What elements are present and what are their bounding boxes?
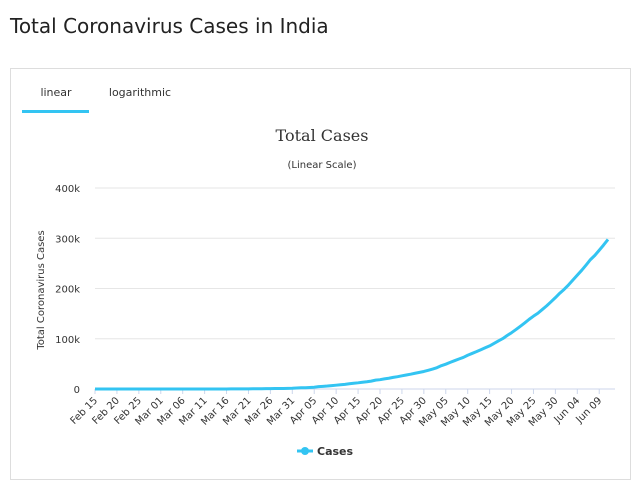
y-tick-label: 400k [55,184,80,195]
legend-marker [301,447,309,455]
y-tick-label: 0 [74,385,80,396]
page: Total Coronavirus Cases in India linear … [10,14,631,480]
chart-title: Total Cases [276,126,369,145]
y-tick-label: 300k [55,234,80,245]
chart-subtitle: (Linear Scale) [288,160,357,171]
tab[interactable]: linear [40,86,72,99]
chart: linear logarithmic Total Cases (Linear S… [22,86,615,458]
y-axis-label: Total Coronavirus Cases [36,230,47,350]
tab[interactable]: logarithmic [109,86,171,99]
page-title: Total Coronavirus Cases in India [10,14,329,38]
y-tick-label: 200k [55,285,80,296]
y-tick-label: 100k [55,335,80,346]
active-tab-indicator [22,110,89,113]
legend-label: Cases [317,445,354,458]
data-line [95,238,610,391]
